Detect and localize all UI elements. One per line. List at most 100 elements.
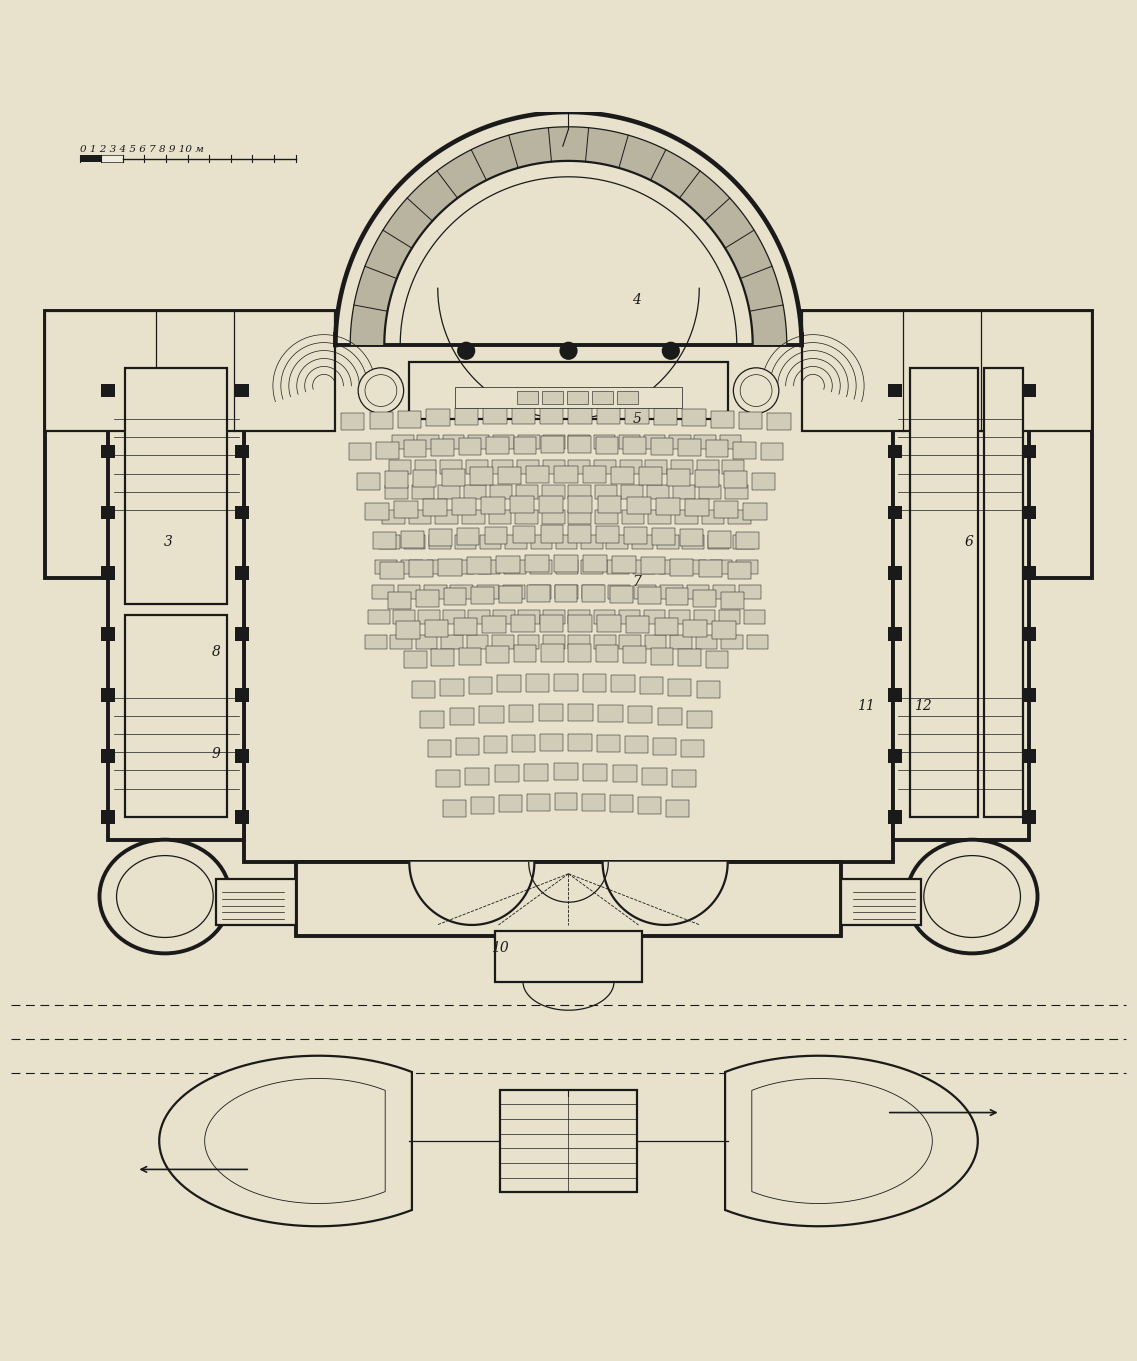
Bar xyxy=(512,735,536,751)
Bar xyxy=(543,610,565,623)
Bar xyxy=(441,636,463,649)
Bar xyxy=(1022,627,1036,641)
Bar xyxy=(487,646,508,663)
Bar xyxy=(1022,749,1036,764)
Text: 7: 7 xyxy=(632,574,641,588)
Bar xyxy=(479,559,500,573)
Bar xyxy=(216,879,296,925)
Bar xyxy=(646,460,667,474)
Bar xyxy=(568,407,591,423)
Bar xyxy=(681,740,704,758)
Bar xyxy=(483,407,506,425)
Bar xyxy=(888,749,902,764)
Bar xyxy=(235,566,249,580)
Bar xyxy=(390,636,412,649)
Text: 11: 11 xyxy=(857,698,875,713)
Bar xyxy=(440,460,462,474)
Bar xyxy=(661,585,682,599)
Bar xyxy=(372,585,395,599)
Bar xyxy=(365,502,389,520)
Bar xyxy=(1022,505,1036,519)
Bar xyxy=(484,736,507,753)
Bar xyxy=(567,391,588,404)
Bar xyxy=(235,445,249,459)
Bar xyxy=(428,740,450,758)
Bar xyxy=(518,610,540,623)
Bar xyxy=(568,636,590,649)
Bar xyxy=(568,495,592,513)
Bar xyxy=(554,674,578,691)
Polygon shape xyxy=(725,1056,978,1226)
Bar xyxy=(540,525,564,543)
Bar xyxy=(235,810,249,823)
Bar xyxy=(1022,566,1036,580)
Bar xyxy=(752,472,775,490)
Bar xyxy=(568,485,591,498)
Bar xyxy=(429,529,451,546)
Bar xyxy=(495,765,518,783)
Bar xyxy=(517,636,539,649)
Bar xyxy=(373,532,396,550)
Bar xyxy=(670,636,692,649)
Bar xyxy=(413,470,437,487)
Bar xyxy=(670,436,690,449)
Text: 5: 5 xyxy=(632,412,641,426)
Bar xyxy=(626,497,650,514)
Bar xyxy=(459,648,481,664)
Bar xyxy=(625,736,648,753)
Bar xyxy=(888,689,902,702)
Bar xyxy=(491,460,513,474)
Bar xyxy=(653,738,677,755)
Bar xyxy=(418,610,440,623)
Bar xyxy=(404,440,426,457)
Bar xyxy=(624,527,647,543)
Polygon shape xyxy=(409,863,534,925)
Bar xyxy=(543,436,565,449)
Bar xyxy=(499,795,522,813)
Bar xyxy=(472,587,495,604)
Bar xyxy=(802,310,1092,578)
Bar xyxy=(697,680,720,698)
Bar xyxy=(480,535,501,548)
Bar xyxy=(802,310,1092,431)
Bar xyxy=(682,410,705,426)
Bar xyxy=(666,800,689,817)
Bar xyxy=(669,610,690,623)
Text: 8: 8 xyxy=(211,645,221,659)
Ellipse shape xyxy=(358,367,404,414)
Bar xyxy=(398,585,421,599)
Bar xyxy=(101,384,115,397)
Bar xyxy=(401,559,423,573)
Bar xyxy=(597,615,621,633)
Bar xyxy=(675,510,698,524)
Bar xyxy=(583,675,606,691)
Bar xyxy=(357,472,380,490)
Bar xyxy=(702,510,724,524)
Bar xyxy=(597,735,620,751)
Bar xyxy=(1022,445,1036,459)
Bar xyxy=(556,559,578,573)
Bar xyxy=(658,559,681,573)
Bar xyxy=(568,437,591,453)
Bar xyxy=(554,555,578,572)
Bar xyxy=(499,585,522,603)
Bar xyxy=(514,645,537,661)
Bar xyxy=(455,387,682,408)
Bar xyxy=(654,408,677,425)
Bar xyxy=(711,559,732,573)
Bar xyxy=(678,649,700,667)
Bar xyxy=(487,437,508,455)
Bar xyxy=(101,749,115,764)
Bar xyxy=(296,863,841,936)
Bar xyxy=(698,561,722,577)
Bar xyxy=(392,436,414,449)
Bar xyxy=(526,793,549,811)
Text: 12: 12 xyxy=(914,698,932,713)
Bar xyxy=(441,468,465,486)
Bar xyxy=(594,436,615,449)
Bar xyxy=(893,367,1029,840)
Bar xyxy=(595,510,617,524)
Bar xyxy=(733,535,755,548)
Bar xyxy=(379,535,400,548)
Bar xyxy=(626,617,649,633)
